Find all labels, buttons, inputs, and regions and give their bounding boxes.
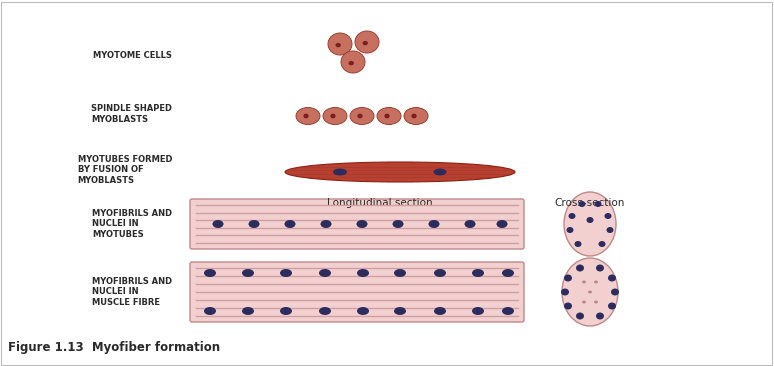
Ellipse shape <box>596 313 604 320</box>
Ellipse shape <box>303 113 309 118</box>
Ellipse shape <box>323 108 347 124</box>
Ellipse shape <box>582 280 586 284</box>
Ellipse shape <box>319 307 331 315</box>
Text: MYOTOME CELLS: MYOTOME CELLS <box>93 52 172 60</box>
Ellipse shape <box>280 269 292 277</box>
Text: Cross-section: Cross-section <box>555 198 625 208</box>
Ellipse shape <box>608 303 616 310</box>
Ellipse shape <box>377 108 401 124</box>
Ellipse shape <box>588 291 592 294</box>
Ellipse shape <box>328 33 352 55</box>
Ellipse shape <box>564 192 616 256</box>
Ellipse shape <box>464 220 475 228</box>
Ellipse shape <box>472 307 484 315</box>
Ellipse shape <box>392 220 403 228</box>
Ellipse shape <box>404 108 428 124</box>
Ellipse shape <box>348 61 354 65</box>
Ellipse shape <box>611 288 619 295</box>
Ellipse shape <box>434 269 446 277</box>
Ellipse shape <box>502 269 514 277</box>
Ellipse shape <box>429 220 440 228</box>
Ellipse shape <box>433 168 447 176</box>
Ellipse shape <box>434 307 446 315</box>
Ellipse shape <box>576 313 584 320</box>
Ellipse shape <box>280 307 292 315</box>
Ellipse shape <box>568 213 576 219</box>
Ellipse shape <box>335 43 341 47</box>
Ellipse shape <box>472 269 484 277</box>
Ellipse shape <box>362 41 368 45</box>
Ellipse shape <box>564 274 572 281</box>
Ellipse shape <box>582 300 586 303</box>
Ellipse shape <box>411 113 416 118</box>
Ellipse shape <box>357 220 368 228</box>
Ellipse shape <box>596 265 604 272</box>
Ellipse shape <box>341 51 365 73</box>
FancyBboxPatch shape <box>190 262 524 322</box>
Text: MYOTUBES FORMED
BY FUSION OF
MYOBLASTS: MYOTUBES FORMED BY FUSION OF MYOBLASTS <box>77 155 172 185</box>
Ellipse shape <box>285 162 515 182</box>
Ellipse shape <box>385 113 389 118</box>
Ellipse shape <box>204 269 216 277</box>
Ellipse shape <box>604 213 611 219</box>
Ellipse shape <box>567 227 574 233</box>
Ellipse shape <box>319 269 331 277</box>
Ellipse shape <box>394 307 406 315</box>
Ellipse shape <box>320 220 331 228</box>
Ellipse shape <box>355 31 379 53</box>
Ellipse shape <box>608 274 616 281</box>
Ellipse shape <box>242 269 254 277</box>
Ellipse shape <box>296 108 320 124</box>
Text: SPINDLE SHAPED
MYOBLASTS: SPINDLE SHAPED MYOBLASTS <box>91 104 172 124</box>
Text: MYOFIBRILS AND
NUCLEI IN
MUSCLE FIBRE: MYOFIBRILS AND NUCLEI IN MUSCLE FIBRE <box>92 277 172 307</box>
Ellipse shape <box>357 269 369 277</box>
Ellipse shape <box>594 201 601 207</box>
Ellipse shape <box>357 307 369 315</box>
Ellipse shape <box>564 303 572 310</box>
Ellipse shape <box>242 307 254 315</box>
Ellipse shape <box>574 241 581 247</box>
Ellipse shape <box>561 288 569 295</box>
Ellipse shape <box>496 220 508 228</box>
Text: MYOFIBRILS AND
NUCLEI IN
MYOTUBES: MYOFIBRILS AND NUCLEI IN MYOTUBES <box>92 209 172 239</box>
Ellipse shape <box>594 300 598 303</box>
Ellipse shape <box>333 168 347 176</box>
Ellipse shape <box>562 258 618 326</box>
Ellipse shape <box>204 307 216 315</box>
Ellipse shape <box>576 265 584 272</box>
Ellipse shape <box>394 269 406 277</box>
Text: Figure 1.13  Myofiber formation: Figure 1.13 Myofiber formation <box>8 341 220 354</box>
Ellipse shape <box>578 201 585 207</box>
Ellipse shape <box>350 108 374 124</box>
Ellipse shape <box>598 241 605 247</box>
Ellipse shape <box>607 227 614 233</box>
Text: Longitudinal section: Longitudinal section <box>327 198 433 208</box>
Ellipse shape <box>502 307 514 315</box>
Ellipse shape <box>248 220 259 228</box>
Ellipse shape <box>330 113 336 118</box>
Ellipse shape <box>285 220 296 228</box>
Ellipse shape <box>213 220 224 228</box>
Ellipse shape <box>587 217 594 223</box>
Ellipse shape <box>358 113 363 118</box>
Ellipse shape <box>594 280 598 284</box>
FancyBboxPatch shape <box>190 199 524 249</box>
